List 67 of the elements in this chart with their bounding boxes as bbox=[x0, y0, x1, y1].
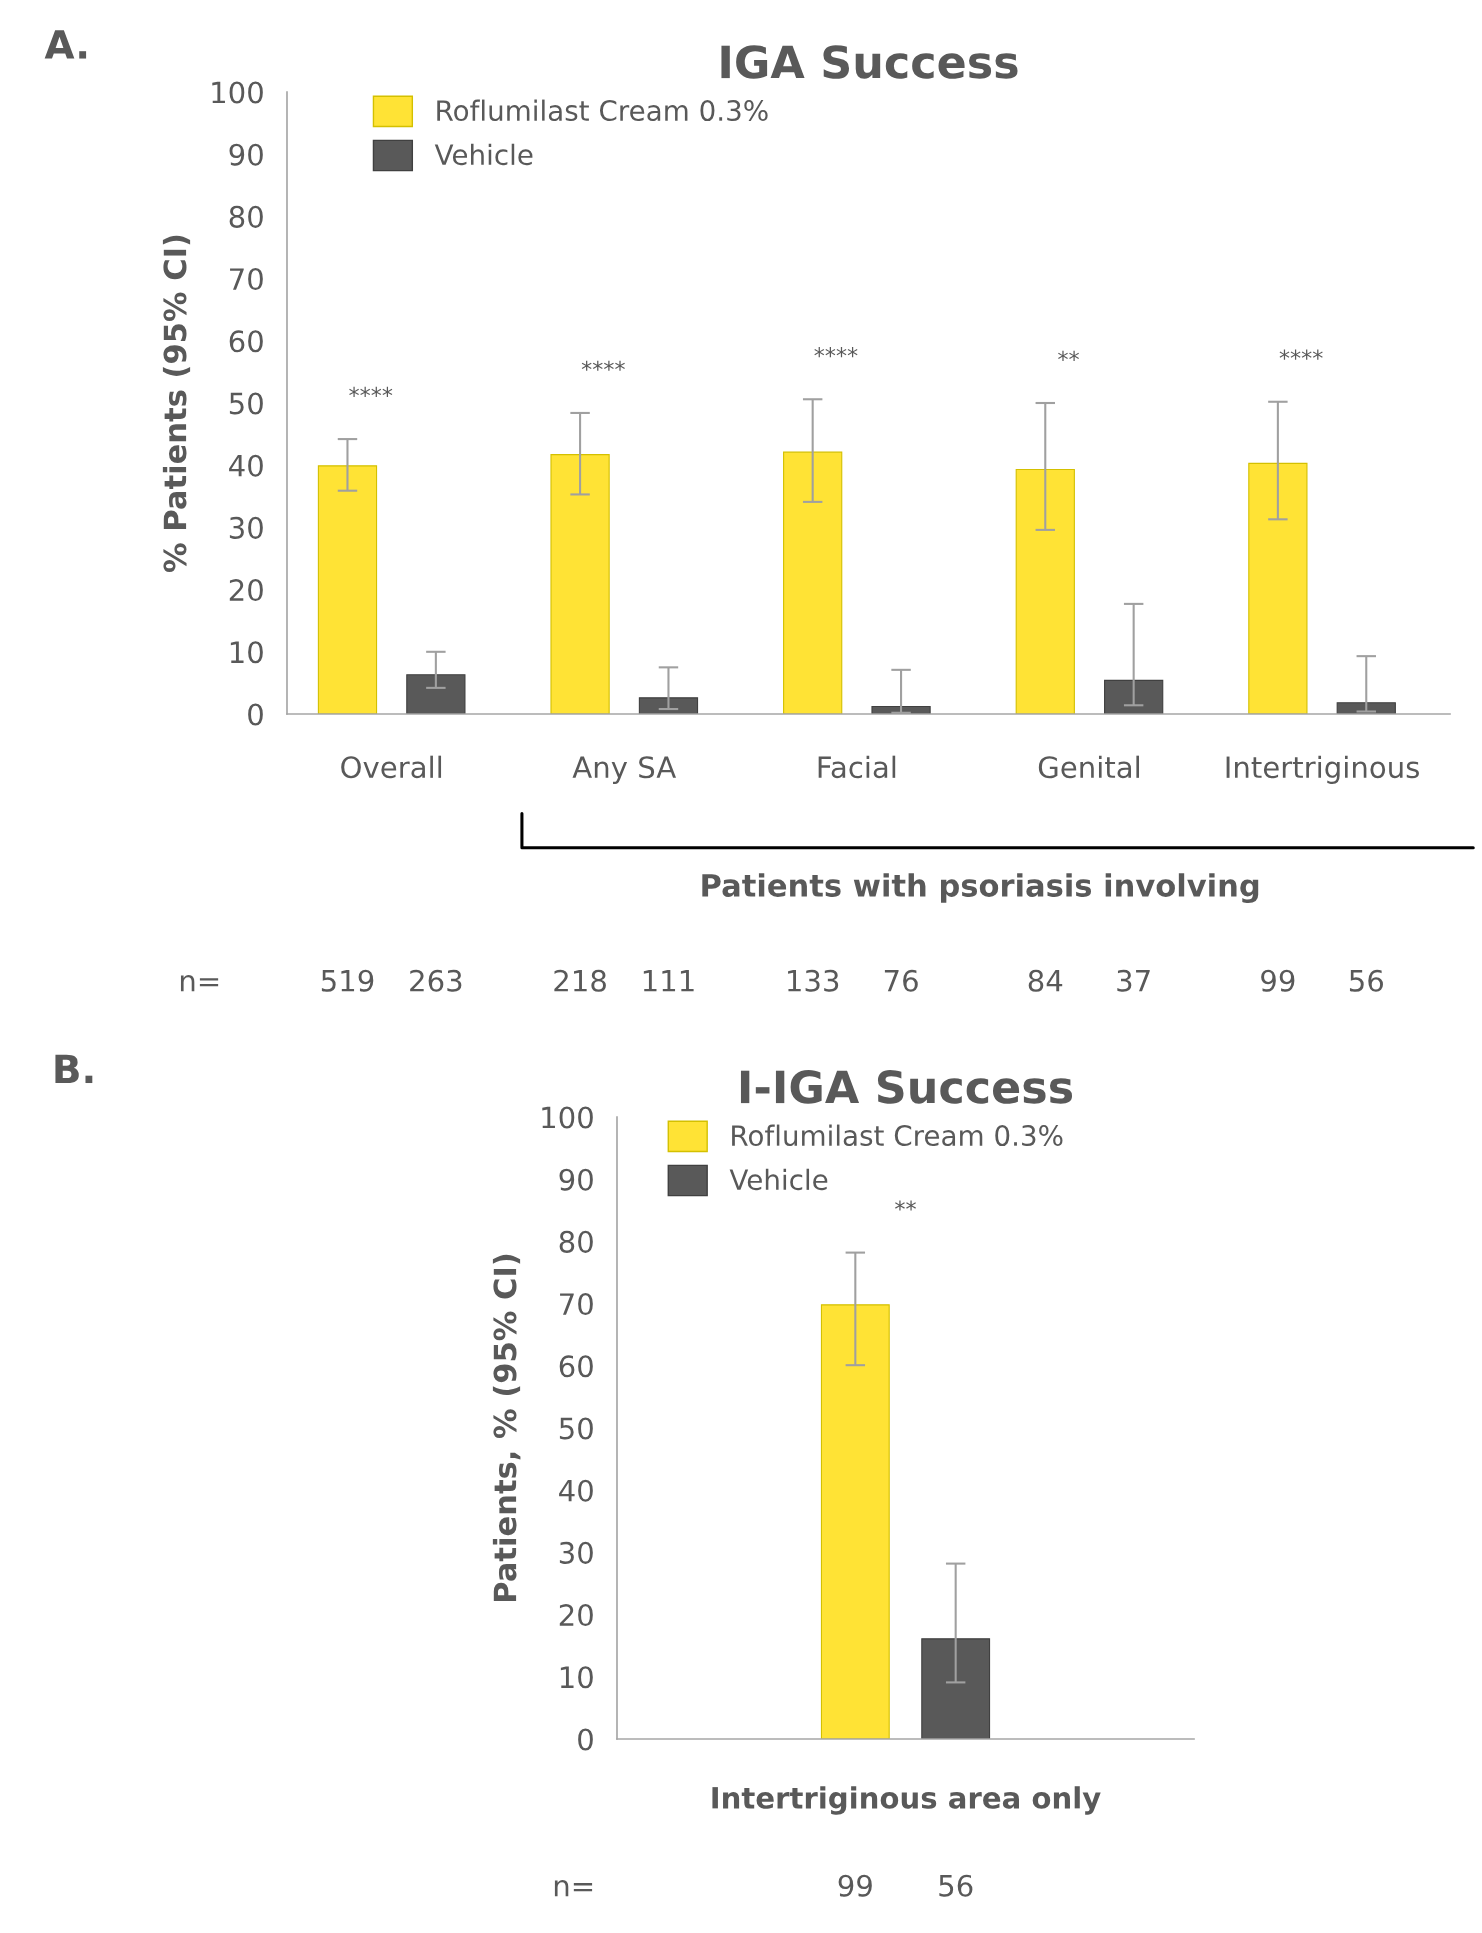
x-axis-title: Intertriginous area only bbox=[712, 1786, 1101, 1815]
y-tick-label: 80 bbox=[229, 205, 263, 228]
x-tick-label: Facial bbox=[818, 755, 896, 779]
y-tick-label: 50 bbox=[229, 392, 263, 415]
y-tick-label: 0 bbox=[578, 1728, 593, 1751]
text: 56 bbox=[939, 1874, 973, 1897]
text: n= bbox=[180, 975, 219, 992]
text: 133 bbox=[788, 969, 839, 992]
legend-label: Roflumilast Cream 0.3% bbox=[437, 99, 768, 122]
text: 519 bbox=[321, 969, 374, 992]
y-tick-label: 10 bbox=[560, 1666, 593, 1689]
text: 56 bbox=[1349, 969, 1383, 992]
text: n= bbox=[554, 1879, 593, 1897]
legend-label: Roflumilast Cream 0.3% bbox=[732, 1124, 1063, 1147]
y-tick-label: 70 bbox=[230, 268, 263, 291]
x-tick-label: Intertriginous bbox=[1226, 755, 1419, 784]
bar bbox=[1015, 468, 1075, 714]
text: 111 bbox=[643, 970, 694, 992]
text: 84 bbox=[1028, 969, 1063, 992]
y-tick-label: 30 bbox=[229, 516, 263, 539]
legend-label: Vehicle bbox=[729, 1168, 828, 1191]
y-tick-label: 40 bbox=[229, 454, 263, 477]
x-tick-label: Any SA bbox=[572, 756, 677, 784]
y-tick-label: 50 bbox=[559, 1417, 593, 1440]
text: 76 bbox=[884, 969, 918, 992]
annotation: **** bbox=[1279, 349, 1323, 360]
y-tick-label: 70 bbox=[560, 1293, 593, 1316]
y-axis-title: Patients, % (95% CI) bbox=[492, 1254, 521, 1601]
x-tick-label: Genital bbox=[1038, 755, 1140, 779]
text: 218 bbox=[554, 969, 606, 992]
y-tick-label: 90 bbox=[559, 1168, 593, 1191]
y-tick-label: 60 bbox=[229, 330, 263, 353]
y-tick-label: 30 bbox=[559, 1541, 593, 1564]
y-tick-label: 20 bbox=[229, 579, 263, 602]
y-tick-label: 10 bbox=[230, 641, 263, 664]
text: 37 bbox=[1117, 969, 1150, 992]
x-tick-label: Overall bbox=[341, 755, 442, 779]
y-tick-label: 90 bbox=[229, 143, 263, 166]
y-tick-label: 100 bbox=[542, 1106, 593, 1129]
chart-title: IGA Success bbox=[721, 45, 1018, 79]
bar bbox=[406, 674, 466, 714]
bar bbox=[783, 451, 843, 714]
y-tick-label: 20 bbox=[559, 1604, 593, 1627]
y-tick-label: 80 bbox=[559, 1230, 593, 1253]
text: B. bbox=[55, 1054, 93, 1084]
text: 99 bbox=[838, 1874, 872, 1897]
annotation: ** bbox=[1058, 350, 1079, 361]
y-tick-label: 60 bbox=[559, 1355, 593, 1378]
y-axis-title: % Patients (95% CI) bbox=[162, 235, 191, 572]
chart-title: I-IGA Success bbox=[740, 1070, 1073, 1104]
text: A. bbox=[44, 30, 87, 59]
annotation: **** bbox=[581, 360, 625, 371]
y-tick-label: 100 bbox=[212, 81, 263, 104]
text: Patients with psoriasis involving bbox=[702, 873, 1259, 904]
annotation: **** bbox=[814, 347, 858, 358]
bar bbox=[1104, 679, 1164, 714]
bar bbox=[638, 697, 699, 714]
legend-label: Vehicle bbox=[434, 143, 533, 166]
annotation: **** bbox=[349, 386, 393, 397]
annotation: ** bbox=[895, 1200, 916, 1211]
text: 263 bbox=[410, 969, 462, 992]
text: 99 bbox=[1261, 969, 1295, 992]
y-tick-label: 40 bbox=[559, 1479, 593, 1502]
bar bbox=[1248, 462, 1308, 714]
bar bbox=[317, 465, 378, 714]
bar bbox=[550, 454, 610, 714]
y-tick-label: 0 bbox=[248, 703, 263, 726]
